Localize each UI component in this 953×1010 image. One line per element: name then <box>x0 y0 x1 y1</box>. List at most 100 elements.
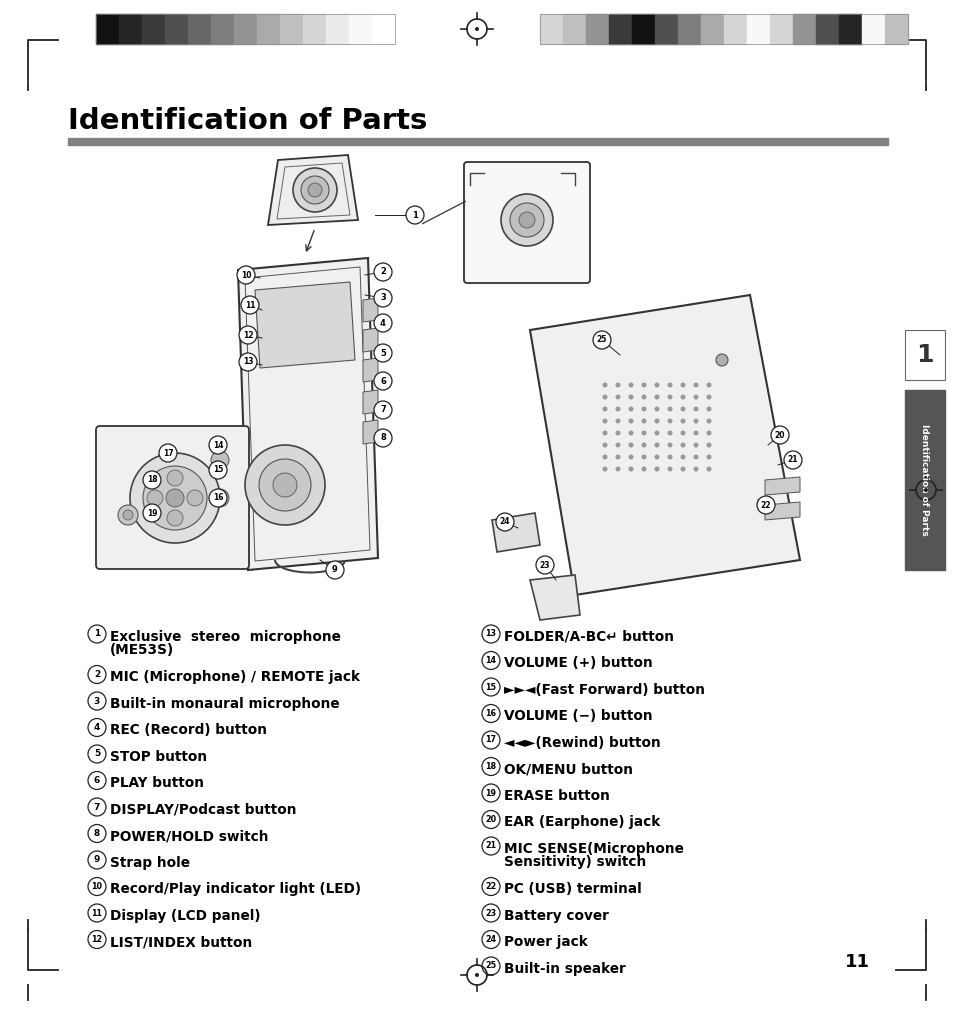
Polygon shape <box>764 502 800 520</box>
Circle shape <box>167 470 183 486</box>
Text: 24: 24 <box>499 517 510 526</box>
Circle shape <box>308 183 322 197</box>
Text: 25: 25 <box>597 335 606 344</box>
Text: 12: 12 <box>242 330 253 339</box>
Bar <box>904 390 944 570</box>
Text: 18: 18 <box>485 762 497 771</box>
Text: DISPLAY/Podcast button: DISPLAY/Podcast button <box>110 803 296 817</box>
Circle shape <box>706 430 711 435</box>
Circle shape <box>693 442 698 447</box>
Text: 22: 22 <box>760 501 770 509</box>
Circle shape <box>301 176 329 204</box>
Circle shape <box>654 395 659 400</box>
Bar <box>746 14 769 44</box>
Circle shape <box>640 383 646 388</box>
Circle shape <box>640 454 646 460</box>
Circle shape <box>667 383 672 388</box>
Circle shape <box>640 430 646 435</box>
Circle shape <box>654 406 659 411</box>
Circle shape <box>615 418 619 423</box>
Circle shape <box>167 510 183 526</box>
Bar <box>792 14 815 44</box>
Circle shape <box>615 383 619 388</box>
Circle shape <box>654 454 659 460</box>
Circle shape <box>654 383 659 388</box>
Polygon shape <box>363 358 377 382</box>
Text: 10: 10 <box>91 882 102 891</box>
Circle shape <box>654 430 659 435</box>
Text: 13: 13 <box>242 358 253 367</box>
Text: 18: 18 <box>147 476 157 485</box>
Text: 19: 19 <box>147 508 157 517</box>
Bar <box>96 14 119 44</box>
Bar <box>631 14 655 44</box>
Circle shape <box>706 442 711 447</box>
Circle shape <box>239 354 256 371</box>
Circle shape <box>374 372 392 390</box>
Circle shape <box>326 561 344 579</box>
Circle shape <box>679 406 685 411</box>
Polygon shape <box>363 390 377 414</box>
Circle shape <box>374 289 392 307</box>
Circle shape <box>654 418 659 423</box>
Bar <box>256 14 280 44</box>
Circle shape <box>654 442 659 447</box>
Polygon shape <box>268 155 357 225</box>
Text: ►►◄(Fast Forward) button: ►►◄(Fast Forward) button <box>503 683 704 697</box>
Circle shape <box>273 473 296 497</box>
Circle shape <box>602 383 607 388</box>
Text: Exclusive  stereo  microphone: Exclusive stereo microphone <box>110 629 340 643</box>
Text: (ME53S): (ME53S) <box>110 642 174 656</box>
Bar <box>700 14 723 44</box>
Polygon shape <box>237 258 377 570</box>
FancyBboxPatch shape <box>463 162 589 283</box>
Circle shape <box>654 467 659 472</box>
Bar <box>539 14 562 44</box>
Polygon shape <box>363 298 377 322</box>
Text: Battery cover: Battery cover <box>503 909 608 922</box>
Circle shape <box>187 490 203 506</box>
Circle shape <box>640 418 646 423</box>
Text: 17: 17 <box>163 448 173 458</box>
Text: PLAY button: PLAY button <box>110 776 204 790</box>
Bar <box>349 14 372 44</box>
Bar <box>280 14 303 44</box>
Text: 15: 15 <box>213 466 223 475</box>
Bar <box>769 14 792 44</box>
Circle shape <box>500 194 553 246</box>
Circle shape <box>783 451 801 469</box>
Text: 4: 4 <box>93 723 100 732</box>
Bar <box>815 14 838 44</box>
Text: 11: 11 <box>844 953 869 971</box>
Text: 20: 20 <box>774 430 784 439</box>
Circle shape <box>706 467 711 472</box>
Bar <box>119 14 142 44</box>
Circle shape <box>706 395 711 400</box>
Text: Identification of Parts: Identification of Parts <box>920 424 928 536</box>
Text: 9: 9 <box>332 566 337 575</box>
Text: 11: 11 <box>91 909 102 917</box>
Circle shape <box>241 296 258 314</box>
Circle shape <box>510 203 543 237</box>
Circle shape <box>693 395 698 400</box>
Circle shape <box>602 442 607 447</box>
Circle shape <box>706 418 711 423</box>
Text: 9: 9 <box>93 855 100 865</box>
Text: 23: 23 <box>485 909 497 917</box>
Circle shape <box>209 436 227 454</box>
Text: 5: 5 <box>93 749 100 759</box>
Circle shape <box>239 326 256 344</box>
Text: 7: 7 <box>379 405 385 414</box>
Bar <box>862 14 884 44</box>
Circle shape <box>628 467 633 472</box>
Circle shape <box>693 454 698 460</box>
Circle shape <box>679 395 685 400</box>
Text: 21: 21 <box>787 456 798 465</box>
Text: 14: 14 <box>485 656 496 665</box>
Bar <box>608 14 631 44</box>
Circle shape <box>679 418 685 423</box>
Text: VOLUME (−) button: VOLUME (−) button <box>503 709 652 723</box>
Text: 21: 21 <box>485 841 497 850</box>
Circle shape <box>159 444 177 462</box>
Text: 3: 3 <box>93 697 100 706</box>
